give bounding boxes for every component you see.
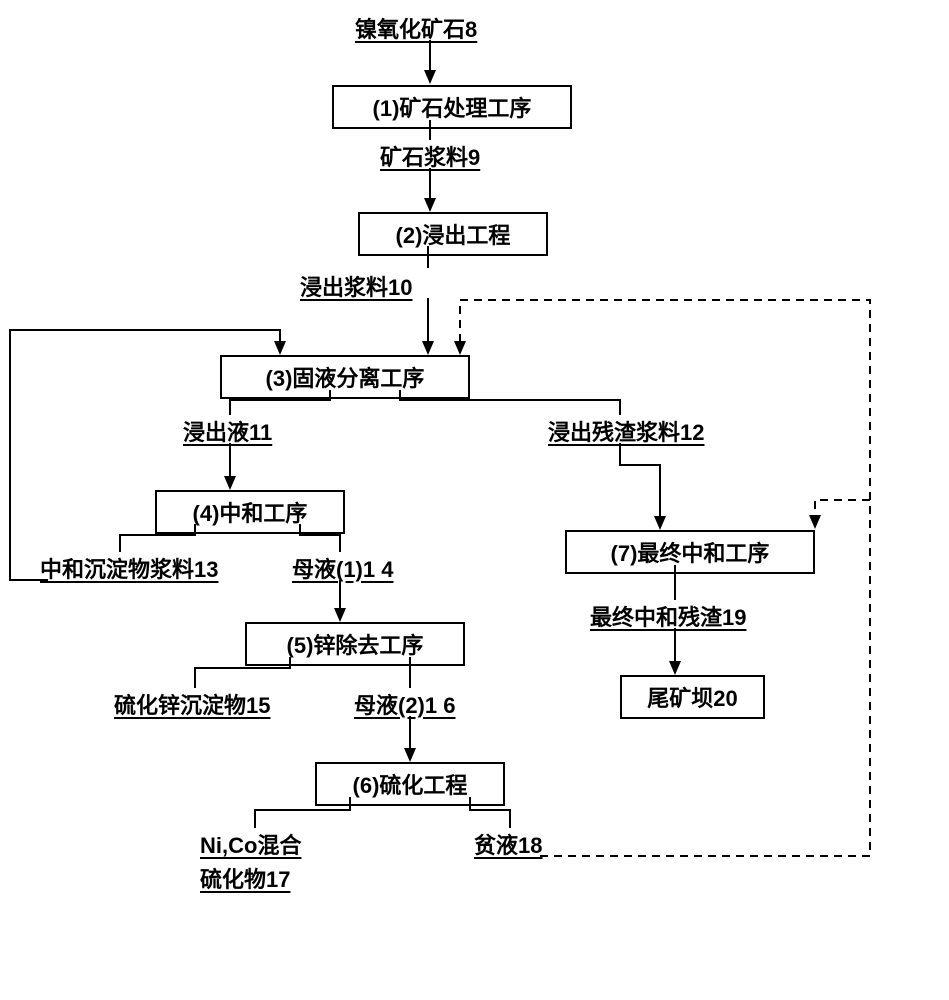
node-n14: 母液(1)1 4 <box>292 552 393 584</box>
node-n18: 贫液18 <box>474 828 542 860</box>
node-n11: 浸出液11 <box>183 415 272 447</box>
node-n16-label: 母液(2)1 6 <box>354 693 455 718</box>
node-s3: (3)固液分离工序 <box>220 355 470 399</box>
node-n17b-label: 硫化物17 <box>200 867 290 892</box>
node-s1-label: (1)矿石处理工序 <box>373 96 532 121</box>
node-n19: 最终中和残渣19 <box>590 600 746 632</box>
edge-21 <box>460 300 870 500</box>
node-n20: 尾矿坝20 <box>620 675 765 719</box>
node-n17a: Ni,Co混合 <box>200 828 301 860</box>
node-s1: (1)矿石处理工序 <box>332 85 572 129</box>
node-s7-label: (7)最终中和工序 <box>611 541 770 566</box>
node-n13-label: 中和沉淀物浆料13 <box>40 557 218 582</box>
node-s4-label: (4)中和工序 <box>193 501 308 526</box>
node-n16: 母液(2)1 6 <box>354 688 455 720</box>
node-n15-label: 硫化锌沉淀物15 <box>114 693 270 718</box>
node-n17a-label: Ni,Co混合 <box>200 833 301 858</box>
node-n9-label: 矿石浆料9 <box>380 145 480 170</box>
node-s5: (5)锌除去工序 <box>245 622 465 666</box>
node-n10-label: 浸出浆料10 <box>300 275 412 300</box>
node-n9: 矿石浆料9 <box>380 140 480 172</box>
node-n11-label: 浸出液11 <box>183 420 272 445</box>
node-s5-label: (5)锌除去工序 <box>287 633 424 658</box>
node-n17b: 硫化物17 <box>200 862 290 894</box>
node-n10: 浸出浆料10 <box>300 270 412 302</box>
node-n12: 浸出残渣浆料12 <box>548 415 704 447</box>
node-n12-label: 浸出残渣浆料12 <box>548 420 704 445</box>
node-s7: (7)最终中和工序 <box>565 530 815 574</box>
node-s6-label: (6)硫化工程 <box>353 773 468 798</box>
node-n18-label: 贫液18 <box>474 833 542 858</box>
node-s3-label: (3)固液分离工序 <box>266 366 425 391</box>
node-s6: (6)硫化工程 <box>315 762 505 806</box>
node-s2: (2)浸出工程 <box>358 212 548 256</box>
node-n8-label: 镍氧化矿石8 <box>355 17 477 42</box>
node-n20-label: 尾矿坝20 <box>647 686 737 711</box>
node-n13: 中和沉淀物浆料13 <box>40 552 218 584</box>
node-n8: 镍氧化矿石8 <box>355 12 477 44</box>
node-n14-label: 母液(1)1 4 <box>292 557 393 582</box>
node-s4: (4)中和工序 <box>155 490 345 534</box>
node-n15: 硫化锌沉淀物15 <box>114 688 270 720</box>
edge-16 <box>620 443 660 528</box>
node-n19-label: 最终中和残渣19 <box>590 605 746 630</box>
node-s2-label: (2)浸出工程 <box>396 223 511 248</box>
